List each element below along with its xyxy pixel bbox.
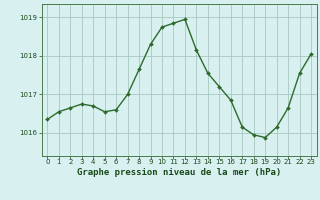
- X-axis label: Graphe pression niveau de la mer (hPa): Graphe pression niveau de la mer (hPa): [77, 168, 281, 177]
